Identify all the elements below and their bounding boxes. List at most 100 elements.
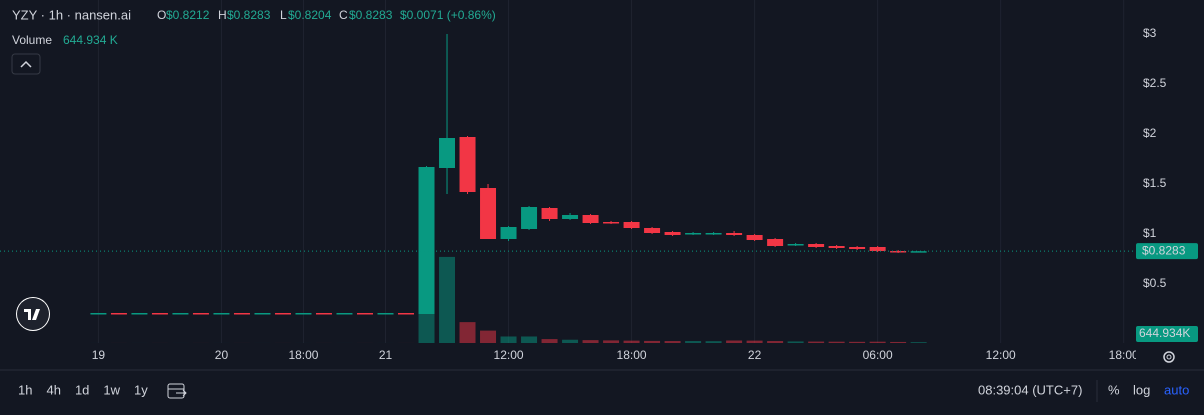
candle-body — [664, 232, 681, 235]
volume-tag-label: 644.934K — [1139, 326, 1190, 340]
x-tick-label: 18:00 — [288, 348, 318, 362]
y-tick-label: $2.5 — [1143, 76, 1167, 90]
legend-change: $0.0071 (+0.86%) — [400, 8, 496, 22]
volume-bar — [356, 342, 373, 343]
y-tick-label: $2 — [1143, 126, 1157, 140]
volume-bar — [808, 341, 825, 343]
x-tick-label: 20 — [215, 348, 229, 362]
volume-bar — [828, 341, 845, 343]
y-tick-label: $1 — [1143, 226, 1157, 240]
log-toggle[interactable]: log — [1133, 382, 1150, 397]
legend-key: H — [218, 8, 227, 22]
candle-body — [541, 208, 558, 219]
candle-body — [500, 227, 517, 239]
candle-body — [746, 235, 763, 240]
volume-bar — [787, 341, 804, 343]
volume-bar — [664, 341, 681, 343]
candle-body — [644, 228, 661, 233]
candle-body — [315, 313, 332, 315]
candle-body — [192, 313, 209, 315]
volume-bar — [336, 342, 353, 343]
candle-body — [459, 137, 476, 192]
collapse-button[interactable] — [11, 53, 41, 75]
volume-bar — [726, 340, 743, 343]
candle-body — [439, 138, 456, 168]
volume-key: Volume — [12, 33, 52, 47]
candle-body — [603, 222, 620, 224]
legend-value: $0.8204 — [288, 8, 332, 22]
volume-bar — [172, 342, 189, 343]
volume-bar — [110, 342, 127, 343]
x-tick-label: 18:00 — [1109, 348, 1139, 362]
candle-body — [910, 251, 927, 253]
candle-body — [110, 313, 127, 315]
y-tick-label: $1.5 — [1143, 176, 1167, 190]
volume-bar — [459, 322, 476, 343]
volume-bar — [910, 342, 927, 343]
volume-bar — [746, 340, 763, 343]
candle-body — [90, 313, 107, 315]
range-button[interactable]: 1w — [103, 382, 120, 397]
x-tick-label: 12:00 — [494, 348, 524, 362]
volume-bar — [685, 341, 702, 343]
legend-value: $0.8283 — [227, 8, 271, 22]
logo[interactable] — [16, 297, 50, 331]
range-button[interactable]: 1y — [134, 382, 148, 397]
candle-body — [890, 251, 907, 253]
x-tick-label: 19 — [92, 348, 106, 362]
volume-bar — [377, 342, 394, 343]
candle-body — [398, 313, 415, 315]
volume-bar — [315, 342, 332, 343]
candle-body — [767, 239, 784, 246]
volume-bar — [500, 336, 517, 343]
range-button[interactable]: 1h — [18, 382, 32, 397]
volume-bar — [254, 342, 271, 343]
candle-body — [521, 207, 538, 229]
x-tick-label: 21 — [379, 348, 393, 362]
candle-body — [254, 313, 271, 315]
candle-body — [418, 167, 435, 314]
candle-body — [623, 222, 640, 228]
candle-body — [172, 313, 189, 315]
candle-body — [705, 233, 722, 235]
legend-key: L — [280, 8, 287, 22]
clock: 08:39:04 (UTC+7) — [978, 382, 1082, 397]
candle-body — [849, 247, 866, 249]
volume-value: 644.934 K — [63, 33, 118, 47]
volume-bar — [274, 342, 291, 343]
candle-body — [480, 188, 497, 239]
volume-bar — [192, 342, 209, 343]
x-tick-label: 22 — [748, 348, 762, 362]
legend-value: $0.8212 — [166, 8, 210, 22]
candle-body — [274, 313, 291, 315]
volume-bar — [705, 341, 722, 343]
volume-bar — [398, 342, 415, 343]
candle-body — [582, 215, 599, 223]
date-range-button[interactable] — [167, 383, 187, 399]
candle-body — [562, 215, 579, 219]
volume-bar — [582, 340, 599, 343]
candle-body — [828, 246, 845, 248]
range-button[interactable]: 1d — [75, 382, 89, 397]
volume-bar — [521, 336, 538, 343]
candle-body — [131, 313, 148, 315]
candle-body — [377, 313, 394, 315]
range-button[interactable]: 4h — [46, 382, 60, 397]
volume-bar — [213, 342, 230, 343]
y-tick-label: $0.5 — [1143, 276, 1167, 290]
candle-body — [787, 244, 804, 246]
auto-toggle[interactable]: auto — [1164, 382, 1189, 397]
volume-bar — [233, 342, 250, 343]
x-tick-label: 18:00 — [617, 348, 647, 362]
volume-bar — [480, 330, 497, 343]
volume-bar — [603, 340, 620, 343]
percent-toggle[interactable]: % — [1108, 382, 1120, 397]
volume-bar — [131, 342, 148, 343]
y-tick-label: $3 — [1143, 26, 1157, 40]
volume-bar — [644, 340, 661, 343]
volume-bar — [151, 342, 168, 343]
last-price-label: $0.8283 — [1142, 243, 1186, 257]
settings-button[interactable] — [1163, 351, 1175, 363]
symbol: YZY · 1h · nansen.ai — [12, 7, 131, 22]
